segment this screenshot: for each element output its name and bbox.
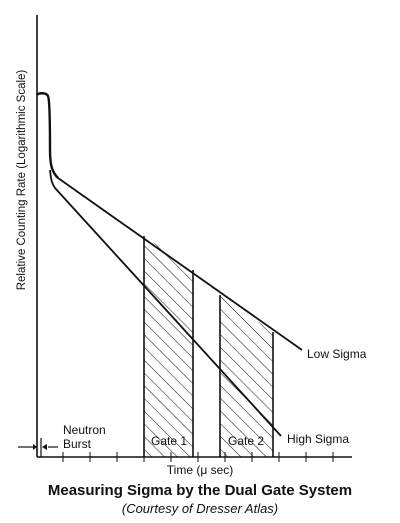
gate-2-label: Gate 2 xyxy=(228,434,264,448)
caption-title: Measuring Sigma by the Dual Gate System xyxy=(47,482,353,499)
burst-curve xyxy=(35,92,59,179)
burst-marker xyxy=(18,438,58,457)
high-sigma-label: High Sigma xyxy=(287,432,349,446)
gate-1-label: Gate 1 xyxy=(151,434,187,448)
high-sigma-line xyxy=(49,169,282,437)
neutron-burst-label: Neutron Burst xyxy=(63,423,109,451)
low-sigma-line xyxy=(57,177,303,351)
gate-2-region xyxy=(220,295,273,457)
gate-1-region xyxy=(144,236,193,457)
caption-subtitle: (Courtesy of Dresser Atlas) xyxy=(121,501,279,516)
y-axis-label: Relative Counting Rate (Logarithmic Scal… xyxy=(16,70,28,291)
low-sigma-label: Low Sigma xyxy=(307,347,367,361)
gate-boundaries xyxy=(143,236,274,457)
x-axis-label: Time (μ sec) xyxy=(167,463,233,477)
